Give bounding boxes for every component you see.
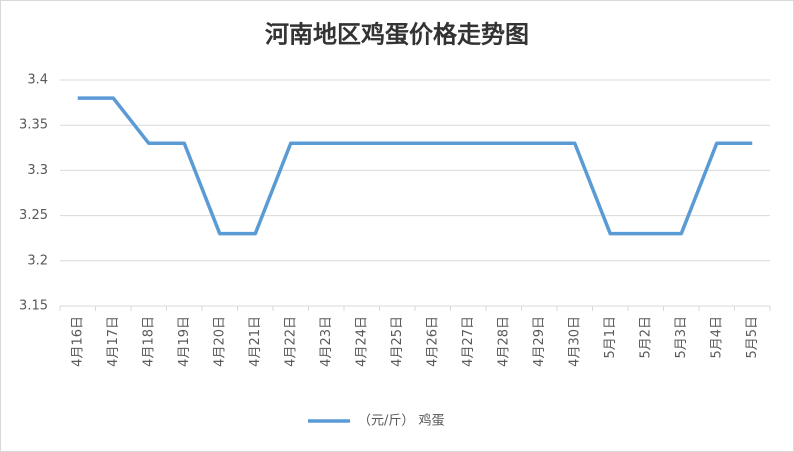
y-tick-label: 3.4 [27,73,48,88]
x-tick-label: 4月27日 [461,316,476,367]
data-line [77,96,753,236]
x-tick-label: 4月17日 [106,316,121,367]
y-tick-label: 3.15 [19,299,48,314]
y-tick-label: 3.35 [19,118,48,133]
x-tick-label: 4月16日 [70,316,85,367]
x-tick-label: 4月19日 [177,316,192,367]
x-tick-label: 5月1日 [603,316,618,359]
x-tick-label: 5月3日 [674,316,689,359]
y-tick-label: 3.25 [19,208,48,223]
y-tick-label: 3.2 [27,253,48,268]
chart-title: 河南地区鸡蛋价格走势图 [265,20,529,49]
x-tick-label: 4月20日 [212,316,227,367]
y-tick-label: 3.3 [27,163,48,178]
x-tick-label: 4月29日 [532,316,547,367]
x-tick-label: 4月22日 [283,316,298,367]
x-tick-label: 4月21日 [248,316,263,367]
x-tick-label: 4月24日 [354,316,369,367]
x-tick-label: 5月2日 [638,316,653,359]
x-tick-label: 4月30日 [567,316,582,367]
x-tick-label: 5月4日 [709,316,724,359]
x-tick-label: 4月23日 [319,316,334,367]
x-tick-label: 5月5日 [745,316,760,359]
x-tick-label: 4月26日 [425,316,440,367]
x-tick-label: 4月18日 [141,316,156,367]
legend-label: （元/斤） 鸡蛋 [358,413,445,429]
x-tick-label: 4月25日 [390,316,405,367]
x-tick-label: 4月28日 [496,316,511,367]
